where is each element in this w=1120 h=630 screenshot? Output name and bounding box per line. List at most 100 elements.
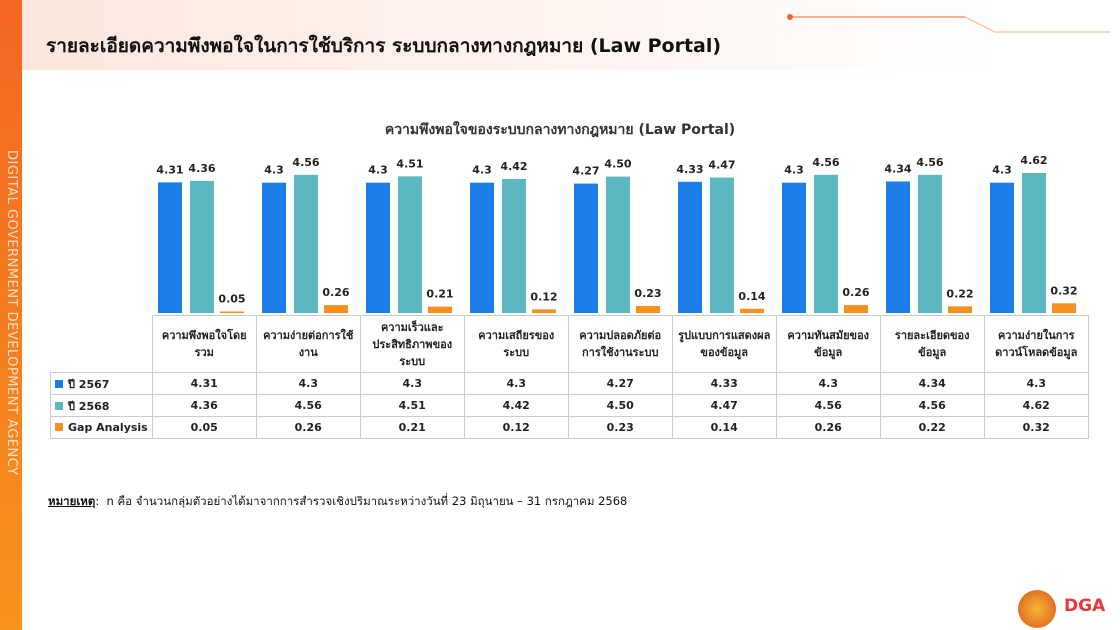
data-label: 4.36	[188, 162, 215, 175]
data-label: 0.22	[946, 287, 973, 300]
data-label: 0.23	[634, 287, 661, 300]
table-value: 4.33	[671, 372, 777, 395]
data-label: 0.26	[322, 286, 349, 299]
legend-swatch	[55, 379, 63, 388]
header-band	[0, 0, 1120, 70]
category: รายละเอียดของข้อมูล	[879, 315, 985, 373]
emblem	[1018, 590, 1056, 628]
bar	[844, 305, 868, 313]
table-value: 4.56	[255, 394, 361, 417]
slide-title: รายละเอียดความพึงพอใจในการใช้บริการ ระบบ…	[46, 35, 722, 57]
data-label: 4.27	[572, 165, 599, 178]
data-label: 0.26	[842, 286, 869, 299]
data-label: 4.56	[916, 156, 943, 169]
data-label: 4.62	[1020, 154, 1047, 167]
table-value: 4.3	[775, 372, 881, 395]
table-value: 0.05	[151, 416, 257, 439]
bar	[636, 306, 660, 313]
bar	[470, 182, 494, 313]
table-value: 4.3	[359, 372, 465, 395]
legend-label: Gap Analysis	[68, 421, 148, 434]
table-value: 4.62	[983, 394, 1089, 417]
header-line	[787, 14, 1110, 33]
category: รูปแบบการแสดงผลของข้อมูล	[671, 315, 777, 373]
data-label: 4.31	[156, 163, 183, 176]
side-text: DIGITAL GOVERNMENT DEVELOPMENT AGENCY	[4, 150, 19, 476]
bar	[366, 182, 390, 313]
bar	[1052, 303, 1076, 313]
table-value: 4.47	[671, 394, 777, 417]
table-value: 4.3	[463, 372, 569, 395]
bar	[324, 305, 348, 313]
header-row: ความพึงพอใจโดยรวม ความง่ายต่อการใช้งาน ควา…	[50, 315, 1089, 373]
category: ความง่ายต่อการใช้งาน	[255, 315, 361, 373]
note-label: หมายเหตุ	[48, 494, 96, 508]
table-value: 0.12	[463, 416, 569, 439]
category: ความง่ายในการดาวน์โหลดข้อมูล	[983, 315, 1089, 373]
category: ความเสถียรของระบบ	[463, 315, 569, 373]
bar	[886, 181, 910, 313]
data-row: ปี 2568 4.36 4.56 4.51 4.42 4.50 4.47 4.56 4.56 4…	[50, 394, 1089, 417]
bar	[574, 183, 598, 313]
legend-cell: ปี 2567	[50, 372, 153, 395]
data-label: 4.47	[708, 159, 735, 172]
bar	[740, 308, 764, 313]
data-label: 4.56	[292, 156, 319, 169]
table-value: 4.3	[983, 372, 1089, 395]
table-value: 4.27	[567, 372, 673, 395]
data-label: 0.32	[1050, 284, 1077, 297]
category: ความเร็วและประสิทธิภาพของระบบ	[359, 315, 465, 373]
data-label: 4.50	[604, 158, 631, 171]
table-value: 4.31	[151, 372, 257, 395]
legend-cell: ปี 2568	[50, 394, 153, 417]
data-row: Gap Analysis 0.05 0.26 0.21 0.12 0.23 0.14 0.26…	[50, 416, 1089, 439]
data-label: 0.05	[218, 292, 245, 305]
table-value: 0.23	[567, 416, 673, 439]
data-table: ความพึงพอใจโดยรวม ความง่ายต่อการใช้งาน ควา…	[50, 315, 1089, 439]
bar	[158, 182, 182, 313]
table-value: 0.22	[879, 416, 985, 439]
sidebar: DIGITAL GOVERNMENT DEVELOPMENT AGENCY	[0, 0, 22, 630]
bar	[948, 306, 972, 313]
data-label: 4.3	[992, 164, 1012, 177]
logo: DGA	[1064, 596, 1106, 616]
legend-swatch	[55, 401, 63, 410]
data-label: 4.3	[784, 164, 804, 177]
data-label: 4.42	[500, 160, 527, 173]
table-value: 0.21	[359, 416, 465, 439]
bar	[782, 182, 806, 313]
table-value: 4.56	[879, 394, 985, 417]
bar	[428, 306, 452, 313]
data-label: 4.51	[396, 157, 423, 170]
data-label: 0.14	[738, 290, 765, 303]
legend-label: ปี 2567	[68, 377, 110, 391]
bar	[814, 174, 838, 313]
legend-label: ปี 2568	[68, 399, 110, 413]
table-value: 4.50	[567, 394, 673, 417]
bar	[710, 177, 734, 313]
corner	[50, 315, 153, 373]
table-value: 4.3	[255, 372, 361, 395]
bar	[190, 180, 214, 313]
table-value: 0.32	[983, 416, 1089, 439]
bar	[532, 309, 556, 313]
data-row: ปี 2567 4.31 4.3 4.3 4.3 4.27 4.33 4.3 4.34 4.3	[50, 372, 1089, 395]
legend-cell: Gap Analysis	[50, 416, 153, 439]
data-label: 4.56	[812, 156, 839, 169]
table-value: 4.56	[775, 394, 881, 417]
data-label: 4.3	[264, 164, 284, 177]
category: ความทันสมัยของข้อมูล	[775, 315, 881, 373]
table-value: 4.51	[359, 394, 465, 417]
note-text: n คือ จำนวนกลุ่มตัวอย่างได้มาจากการสำรวจ…	[106, 494, 628, 508]
bar	[606, 176, 630, 313]
table-value: 0.26	[255, 416, 361, 439]
table-value: 4.34	[879, 372, 985, 395]
bar	[294, 174, 318, 313]
note: หมายเหตุ: n คือ จำนวนกลุ่มตัวอย่างได้มาจ…	[48, 494, 628, 508]
table-value: 4.36	[151, 394, 257, 417]
table-value: 0.26	[775, 416, 881, 439]
category: ความพึงพอใจโดยรวม	[151, 315, 257, 373]
bar	[502, 179, 526, 313]
